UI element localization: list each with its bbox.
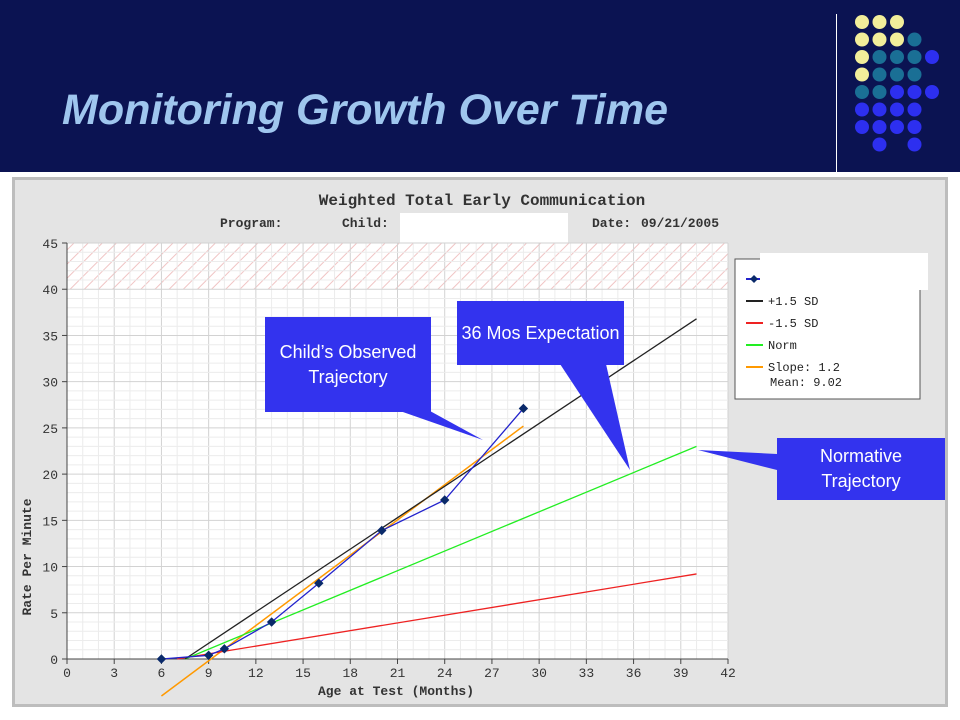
decor-dot bbox=[907, 137, 922, 152]
legend-label: Norm bbox=[768, 339, 797, 353]
x-tick-label: 42 bbox=[720, 666, 736, 681]
decor-dot bbox=[855, 85, 869, 99]
decor-dot bbox=[855, 32, 869, 47]
decor-dot bbox=[890, 15, 904, 29]
observed-trajectory-text: Child’s Observed Trajectory bbox=[279, 341, 417, 387]
decor-dot bbox=[890, 32, 904, 47]
child-label: Child: bbox=[342, 216, 389, 231]
normative-trajectory-text: Normative Trajectory bbox=[819, 446, 903, 491]
expectation-callout: 36 Mos Expectation bbox=[457, 301, 624, 365]
slide-title: Monitoring Growth Over Time bbox=[62, 86, 669, 134]
decor-dot bbox=[890, 120, 904, 134]
data-point bbox=[314, 578, 324, 588]
data-point bbox=[440, 495, 450, 505]
header-divider-horizontal bbox=[0, 172, 960, 176]
decor-dot bbox=[925, 50, 939, 64]
x-tick-label: 6 bbox=[158, 666, 166, 681]
decor-dot bbox=[872, 32, 887, 47]
x-tick-label: 18 bbox=[342, 666, 358, 681]
x-tick-label: 3 bbox=[110, 666, 118, 681]
decor-dot bbox=[890, 50, 904, 64]
y-axis-label: Rate Per Minute bbox=[20, 498, 35, 615]
decor-dot bbox=[855, 102, 869, 117]
legend-redaction bbox=[760, 253, 928, 290]
header-divider-vertical bbox=[836, 14, 837, 176]
program-label: Program: bbox=[220, 216, 282, 231]
series-line-4 bbox=[160, 425, 524, 697]
decor-dot bbox=[907, 32, 922, 47]
child-name-redaction bbox=[400, 213, 568, 245]
expectation-pointer bbox=[560, 364, 630, 470]
x-tick-label: 39 bbox=[673, 666, 689, 681]
y-tick-label: 15 bbox=[42, 514, 58, 529]
slide-header bbox=[0, 0, 960, 172]
decor-dot bbox=[907, 50, 922, 64]
observed-pointer bbox=[400, 411, 483, 440]
decor-dot bbox=[872, 120, 887, 134]
x-tick-label: 12 bbox=[248, 666, 264, 681]
decor-dot bbox=[890, 67, 904, 82]
dot-grid-decoration bbox=[855, 15, 939, 152]
y-tick-label: 30 bbox=[42, 376, 58, 391]
data-point bbox=[518, 403, 529, 414]
y-tick-label: 20 bbox=[42, 468, 58, 483]
date-label: Date: bbox=[592, 216, 631, 231]
decor-dot bbox=[855, 67, 869, 82]
legend-marker bbox=[750, 275, 758, 283]
decor-dot bbox=[855, 120, 869, 134]
legend-mean: Mean: 9.02 bbox=[770, 376, 842, 390]
legend-label: -1.5 SD bbox=[768, 317, 818, 331]
data-point bbox=[266, 617, 277, 627]
x-tick-label: 36 bbox=[626, 666, 642, 681]
decor-dot bbox=[907, 85, 922, 99]
y-tick-label: 5 bbox=[50, 607, 58, 622]
x-tick-label: 24 bbox=[437, 666, 453, 681]
x-tick-label: 9 bbox=[205, 666, 213, 681]
legend-label: Slope: 1.2 bbox=[768, 361, 840, 375]
decor-dot bbox=[907, 120, 922, 134]
x-tick-label: 33 bbox=[579, 666, 595, 681]
decor-dot bbox=[925, 85, 939, 99]
decor-dot bbox=[872, 102, 887, 117]
observed-trajectory-callout: Child’s Observed Trajectory bbox=[265, 317, 431, 412]
legend-label: +1.5 SD bbox=[768, 295, 818, 309]
series-line-2 bbox=[177, 573, 697, 660]
y-tick-label: 45 bbox=[42, 237, 58, 252]
y-tick-label: 25 bbox=[42, 422, 58, 437]
data-point bbox=[219, 644, 230, 654]
decor-dot bbox=[890, 85, 904, 99]
x-tick-label: 21 bbox=[390, 666, 406, 681]
y-tick-label: 0 bbox=[50, 653, 58, 668]
decor-dot bbox=[907, 102, 922, 117]
normative-pointer bbox=[698, 450, 777, 470]
normative-trajectory-callout: Normative Trajectory bbox=[777, 438, 945, 500]
series-line-1 bbox=[184, 318, 697, 660]
decor-dot bbox=[890, 102, 904, 117]
decor-dot bbox=[855, 50, 869, 64]
decor-dot bbox=[872, 15, 887, 29]
chart: Weighted Total Early Communication Progr… bbox=[12, 177, 948, 707]
decor-dot bbox=[872, 137, 887, 152]
y-tick-label: 10 bbox=[42, 561, 58, 576]
x-tick-label: 15 bbox=[295, 666, 311, 681]
chart-title: Weighted Total Early Communication bbox=[319, 192, 645, 210]
decor-dot bbox=[872, 50, 887, 64]
x-tick-label: 30 bbox=[531, 666, 547, 681]
decor-dot bbox=[872, 85, 887, 99]
data-point bbox=[377, 525, 387, 536]
data-point bbox=[156, 654, 167, 664]
y-tick-label: 40 bbox=[42, 283, 58, 298]
x-tick-label: 27 bbox=[484, 666, 500, 681]
decor-dot bbox=[855, 15, 869, 29]
decor-dot bbox=[872, 67, 887, 82]
x-tick-label: 0 bbox=[63, 666, 71, 681]
decor-dot bbox=[907, 67, 922, 82]
y-tick-label: 35 bbox=[42, 329, 58, 344]
x-axis-label: Age at Test (Months) bbox=[318, 684, 474, 699]
legend: +1.5 SD -1.5 SD Norm Slope: 1.2 Mean: 9.02 bbox=[734, 253, 928, 400]
data-point bbox=[203, 650, 214, 661]
date-value: 09/21/2005 bbox=[641, 216, 719, 231]
expectation-text: 36 Mos Expectation bbox=[461, 322, 620, 343]
